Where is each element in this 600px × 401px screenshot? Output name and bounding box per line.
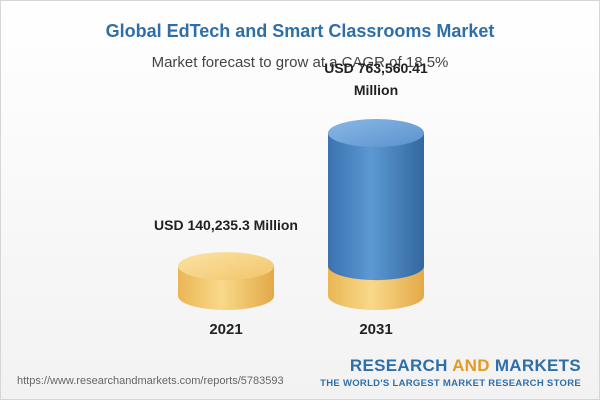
brand-tagline: THE WORLD'S LARGEST MARKET RESEARCH STOR… (320, 378, 581, 389)
brand-and: AND (452, 356, 490, 375)
source-url[interactable]: https://www.researchandmarkets.com/repor… (17, 375, 284, 387)
category-label-2031: 2031 (359, 321, 392, 338)
brand-part1: RESEARCH (349, 356, 453, 375)
labels-group: 2021 2031 USD 140,235.3 Million USD 763,560… (154, 60, 428, 338)
data-label-2021: USD 140,235.3 Million (154, 217, 298, 233)
brand-name: RESEARCH AND MARKETS (320, 356, 581, 376)
category-label-2021: 2021 (209, 321, 242, 338)
chart-title: Global EdTech and Smart Classrooms Marke… (105, 21, 495, 41)
bar-2031-growth-body (328, 133, 424, 281)
chart-subtitle: Market forecast to grow at a CAGR of 18.… (151, 54, 449, 71)
data-label-2031: USD 763,560.41 Million (324, 60, 428, 98)
bar-2031-growth-top (328, 119, 424, 147)
bars-group (178, 119, 424, 310)
bar-2021 (178, 252, 274, 310)
bar-2021-top (178, 252, 274, 281)
bar-2031-growth (328, 119, 424, 281)
brand-part2: MARKETS (489, 356, 581, 375)
brand-logo: RESEARCH AND MARKETS THE WORLD'S LARGEST… (320, 356, 581, 389)
